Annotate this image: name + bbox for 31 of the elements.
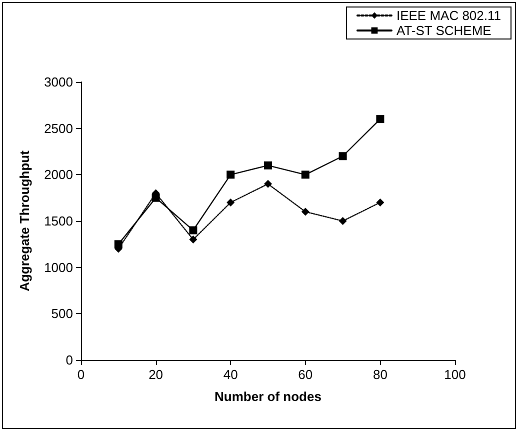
point (226, 198, 235, 206)
x-tick-label: 60 (298, 367, 313, 382)
point (338, 217, 347, 225)
y-tick-label: 1500 (44, 214, 73, 228)
y-tick-label: 3000 (44, 74, 73, 90)
y-axis-title: Aggregate Throughput (17, 150, 32, 292)
point (226, 170, 235, 179)
point (301, 170, 310, 179)
point (189, 226, 198, 234)
y-tick-label: 500 (51, 306, 73, 322)
point (189, 236, 198, 244)
x-tick-label: 100 (444, 367, 466, 382)
legend-label: AT-ST SCHEME (396, 23, 492, 38)
x-tick-label: 40 (223, 367, 238, 382)
y-tick-label: 2500 (44, 120, 73, 136)
x-tick-label: 20 (148, 367, 164, 382)
y-tick-label: 2000 (44, 167, 73, 182)
point (152, 194, 160, 202)
point (338, 152, 347, 160)
point (114, 240, 122, 248)
x-tick-label: 0 (77, 367, 85, 382)
x-axis-title: Number of nodes (214, 389, 322, 404)
point (264, 180, 272, 188)
y-tick-label: 1000 (44, 260, 73, 275)
point (301, 208, 310, 216)
y-tick-label: 0 (66, 352, 73, 368)
point (376, 198, 384, 206)
point (264, 161, 272, 170)
x-tick-label: 80 (372, 367, 388, 382)
legend-label: IEEE MAC 802.11 (396, 8, 502, 23)
point (376, 115, 384, 124)
